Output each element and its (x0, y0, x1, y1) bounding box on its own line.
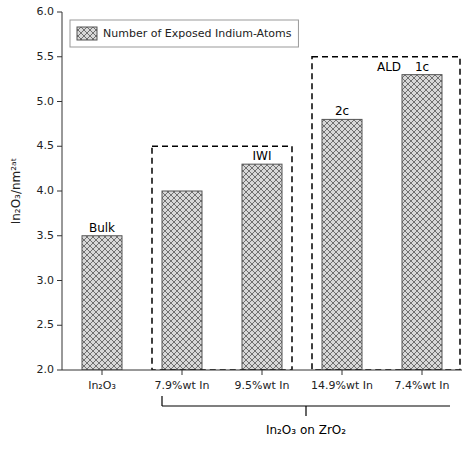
legend: Number of Exposed Indium-Atoms (70, 20, 298, 47)
x-tick (102, 370, 103, 375)
bar (402, 75, 442, 370)
x-tick-label: 9.5%wt In (235, 379, 290, 392)
y-axis: 2.0 2.5 3.0 3.5 4.0 4.5 5.0 5.5 6.0 (37, 5, 63, 376)
dashed-box (312, 57, 460, 370)
bar (82, 236, 122, 370)
plot-area (82, 57, 460, 370)
box-label: ALD (377, 60, 401, 74)
bracket-end (161, 396, 162, 406)
y-tick (57, 325, 62, 326)
y-tick (57, 191, 62, 192)
y-tick-label: 4.5 (37, 139, 55, 152)
x-tick-label: 14.9%wt In (311, 379, 373, 392)
bar (162, 191, 202, 370)
y-tick-label: 3.5 (37, 229, 55, 242)
bracket-stem (305, 406, 306, 416)
y-tick-label: 3.0 (37, 274, 55, 287)
x-tick (262, 370, 263, 375)
x-tick (342, 370, 343, 375)
y-tick (57, 235, 62, 236)
y-tick (57, 12, 62, 13)
bar-label: 2c (335, 104, 349, 118)
x-tick (422, 370, 423, 375)
y-tick (57, 101, 62, 102)
x-tick (182, 370, 183, 375)
x-tick-label: In₂O₃ (88, 379, 116, 392)
y-axis-line (62, 12, 63, 370)
y-axis-label: In₂O₃/nm²ᵃᵗ (9, 158, 23, 225)
bar-label: 1c (415, 60, 429, 74)
bar-label: IWI (253, 149, 272, 163)
y-tick (57, 370, 62, 371)
y-tick-label: 2.5 (37, 318, 55, 331)
bracket (162, 396, 450, 416)
y-tick-label: 5.0 (37, 95, 55, 108)
x-tick-label: 7.9%wt In (155, 379, 210, 392)
y-tick (57, 280, 62, 281)
y-tick (57, 56, 62, 57)
bar (242, 164, 282, 370)
legend-label: Number of Exposed Indium-Atoms (103, 27, 292, 40)
y-tick-label: 2.0 (37, 363, 55, 376)
y-tick-label: 4.0 (37, 184, 55, 197)
dashed-box (152, 146, 292, 370)
legend-frame (70, 20, 298, 47)
bracket-label: In₂O₃ on ZrO₂ (266, 423, 346, 437)
y-tick-label: 5.5 (37, 50, 55, 63)
y-tick-label: 6.0 (37, 5, 55, 18)
bar (322, 119, 362, 370)
chart: 2.0 2.5 3.0 3.5 4.0 4.5 5.0 5.5 6.0 In₂O₃/nm²ᵃᵗ In… (0, 0, 474, 474)
y-tick (57, 146, 62, 147)
bar-label: Bulk (89, 221, 115, 235)
x-tick-label: 7.4%wt In (395, 379, 450, 392)
legend-swatch (77, 27, 97, 40)
